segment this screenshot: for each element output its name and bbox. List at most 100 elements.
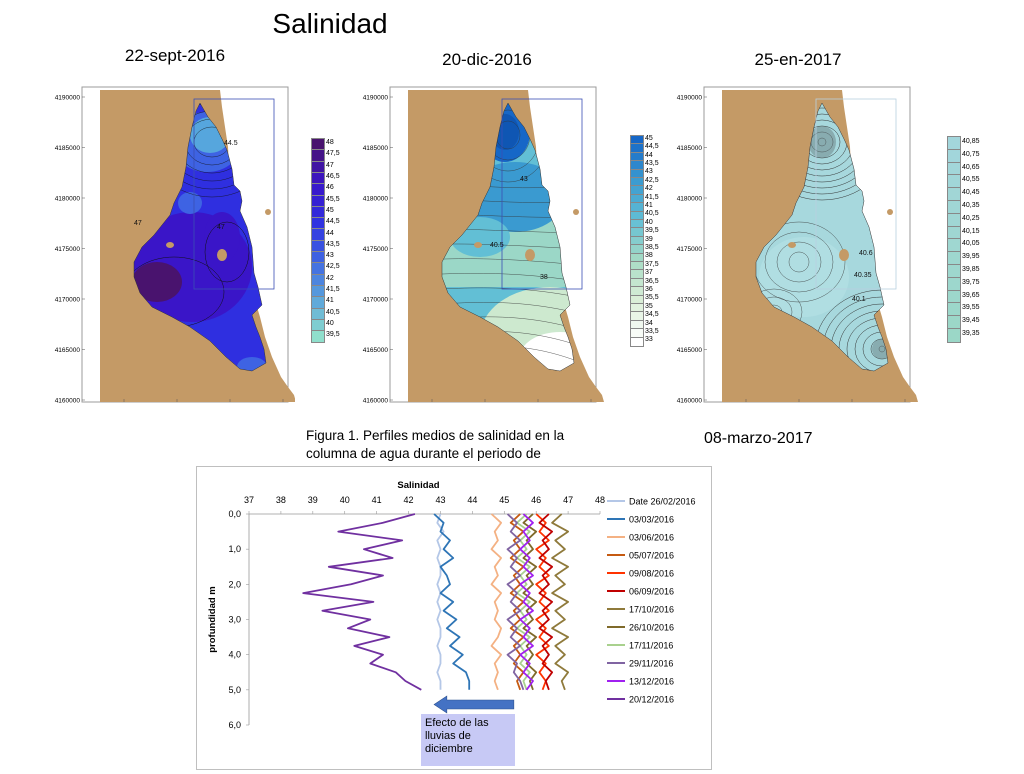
legend-label: 39,65 — [962, 291, 980, 299]
salinity-map-1: 44.5 47 47 4190000 4185000 4180000 4175000 4170… — [55, 86, 295, 405]
y-tick-label: 0,0 — [228, 509, 241, 519]
y-tick-label: 4165000 — [677, 347, 703, 354]
contour-line — [776, 241, 822, 283]
legend-swatch — [630, 336, 644, 347]
legend-label: 40 — [645, 218, 653, 226]
profile-series-line — [490, 513, 503, 691]
contour-label: 40.5 — [490, 242, 504, 249]
profile-series-line — [516, 513, 531, 691]
x-tick-label: 38 — [276, 495, 286, 505]
figure-caption: Figura 1. Perfiles medios de salinidad e… — [306, 428, 565, 461]
rain-note: Efecto de las lluvias de diciembre — [421, 714, 515, 766]
contour-line — [756, 103, 888, 201]
y-tick-label: 4160000 — [363, 398, 389, 405]
salinity-band — [178, 192, 202, 214]
legend-label: 44,5 — [326, 218, 340, 226]
x-tick-label: 47 — [563, 495, 573, 505]
y-tick-label: 4180000 — [363, 196, 389, 203]
legend-label: 37,5 — [645, 260, 659, 268]
legend-label: 35 — [645, 302, 653, 310]
legend-label: 45,5 — [326, 195, 340, 203]
y-tick-label: 4190000 — [55, 95, 81, 102]
legend-label: 36 — [645, 285, 653, 293]
legend-entry: 06/09/2016 — [629, 587, 674, 597]
legend-label: 43 — [326, 252, 334, 260]
y-tick-label: 4170000 — [363, 297, 389, 304]
legend-label: 45 — [326, 206, 334, 214]
legend-label: 37 — [645, 269, 653, 277]
salinity-band — [134, 262, 182, 302]
legend-label: 42 — [645, 185, 653, 193]
legend-label: 34 — [645, 319, 653, 327]
contour-label: 40.6 — [859, 250, 873, 257]
island — [788, 242, 796, 248]
y-tick-label: 4185000 — [363, 145, 389, 152]
x-tick-label: 44 — [467, 495, 477, 505]
island — [166, 242, 174, 248]
contour-line — [204, 221, 250, 283]
legend-label: 44,5 — [645, 143, 659, 151]
profile-series-line — [522, 513, 538, 691]
y-tick-label: 6,0 — [228, 720, 241, 730]
y-tick-label: 4190000 — [677, 95, 703, 102]
legend-label: 46 — [326, 184, 334, 192]
legend-label: 38,5 — [645, 243, 659, 251]
legend-label: 43,5 — [326, 240, 340, 248]
island — [525, 249, 535, 261]
legend-label: 39,45 — [962, 317, 980, 325]
island — [474, 242, 482, 248]
legend-entry: Date 26/02/2016 — [629, 497, 696, 507]
legend-label: 41 — [326, 297, 334, 305]
profile-series-line — [506, 513, 525, 691]
profile-series-line — [551, 513, 570, 691]
legend-label: 38 — [645, 252, 653, 260]
y-tick-label: 4170000 — [677, 297, 703, 304]
x-tick-label: 40 — [340, 495, 350, 505]
side-date-label: 08-marzo-2017 — [704, 430, 813, 447]
legend-label: 40,05 — [962, 240, 980, 248]
y-tick-label: 4160000 — [55, 398, 81, 405]
legend-swatch — [311, 330, 325, 344]
contour-label: 47 — [134, 220, 142, 227]
x-tick-label: 45 — [499, 495, 509, 505]
y-tick-label: 4,0 — [228, 650, 241, 660]
x-tick-label: 39 — [308, 495, 318, 505]
legend-label: 40,25 — [962, 214, 980, 222]
legend-entry: 17/10/2016 — [629, 605, 674, 615]
island — [573, 209, 579, 215]
legend-label: 34,5 — [645, 311, 659, 319]
profile-series-line — [519, 513, 534, 691]
legend-entry: 03/03/2016 — [629, 515, 674, 525]
legend-label: 40,75 — [962, 150, 980, 158]
profile-series-line — [538, 513, 554, 691]
y-tick-label: 4185000 — [55, 145, 81, 152]
legend-label: 41,5 — [326, 286, 340, 294]
y-tick-label: 2,0 — [228, 579, 241, 589]
legend-entry: 26/10/2016 — [629, 623, 674, 633]
y-tick-label: 4185000 — [677, 145, 703, 152]
coastline — [133, 102, 267, 372]
legend-label: 40,85 — [962, 137, 980, 145]
salinity-map-3: 40.6 40.35 40.1 4190000 4185000 4180000 417500… — [677, 86, 918, 404]
y-tick-label: 4175000 — [55, 246, 81, 253]
legend-label: 41,5 — [645, 193, 659, 201]
y-tick-label: 4190000 — [363, 95, 389, 102]
map-plot-area: 44.5 47 47 4190000 4185000 4180000 4175000 4170… — [55, 86, 295, 405]
y-tick-label: 1,0 — [228, 544, 241, 554]
contour-line — [764, 231, 834, 293]
legend-label: 39,85 — [962, 265, 980, 273]
legend-label: 43 — [645, 168, 653, 176]
legend-label: 39,95 — [962, 253, 980, 261]
legend-entry: 09/08/2016 — [629, 569, 674, 579]
legend-label: 42,5 — [326, 263, 340, 271]
legend-label: 39,55 — [962, 304, 980, 312]
salinity-band — [237, 357, 266, 371]
y-tick-label: 4180000 — [55, 196, 81, 203]
y-tick-label: 4165000 — [363, 347, 389, 354]
legend-label: 33 — [645, 336, 653, 344]
legend-label: 33,5 — [645, 327, 659, 335]
y-tick-label: 4175000 — [677, 246, 703, 253]
contour-line — [788, 251, 810, 273]
profile-series-line — [302, 513, 422, 691]
salinity-map-2: 43 40.5 38 4190000 4185000 4180000 4175000 4170… — [363, 86, 604, 405]
